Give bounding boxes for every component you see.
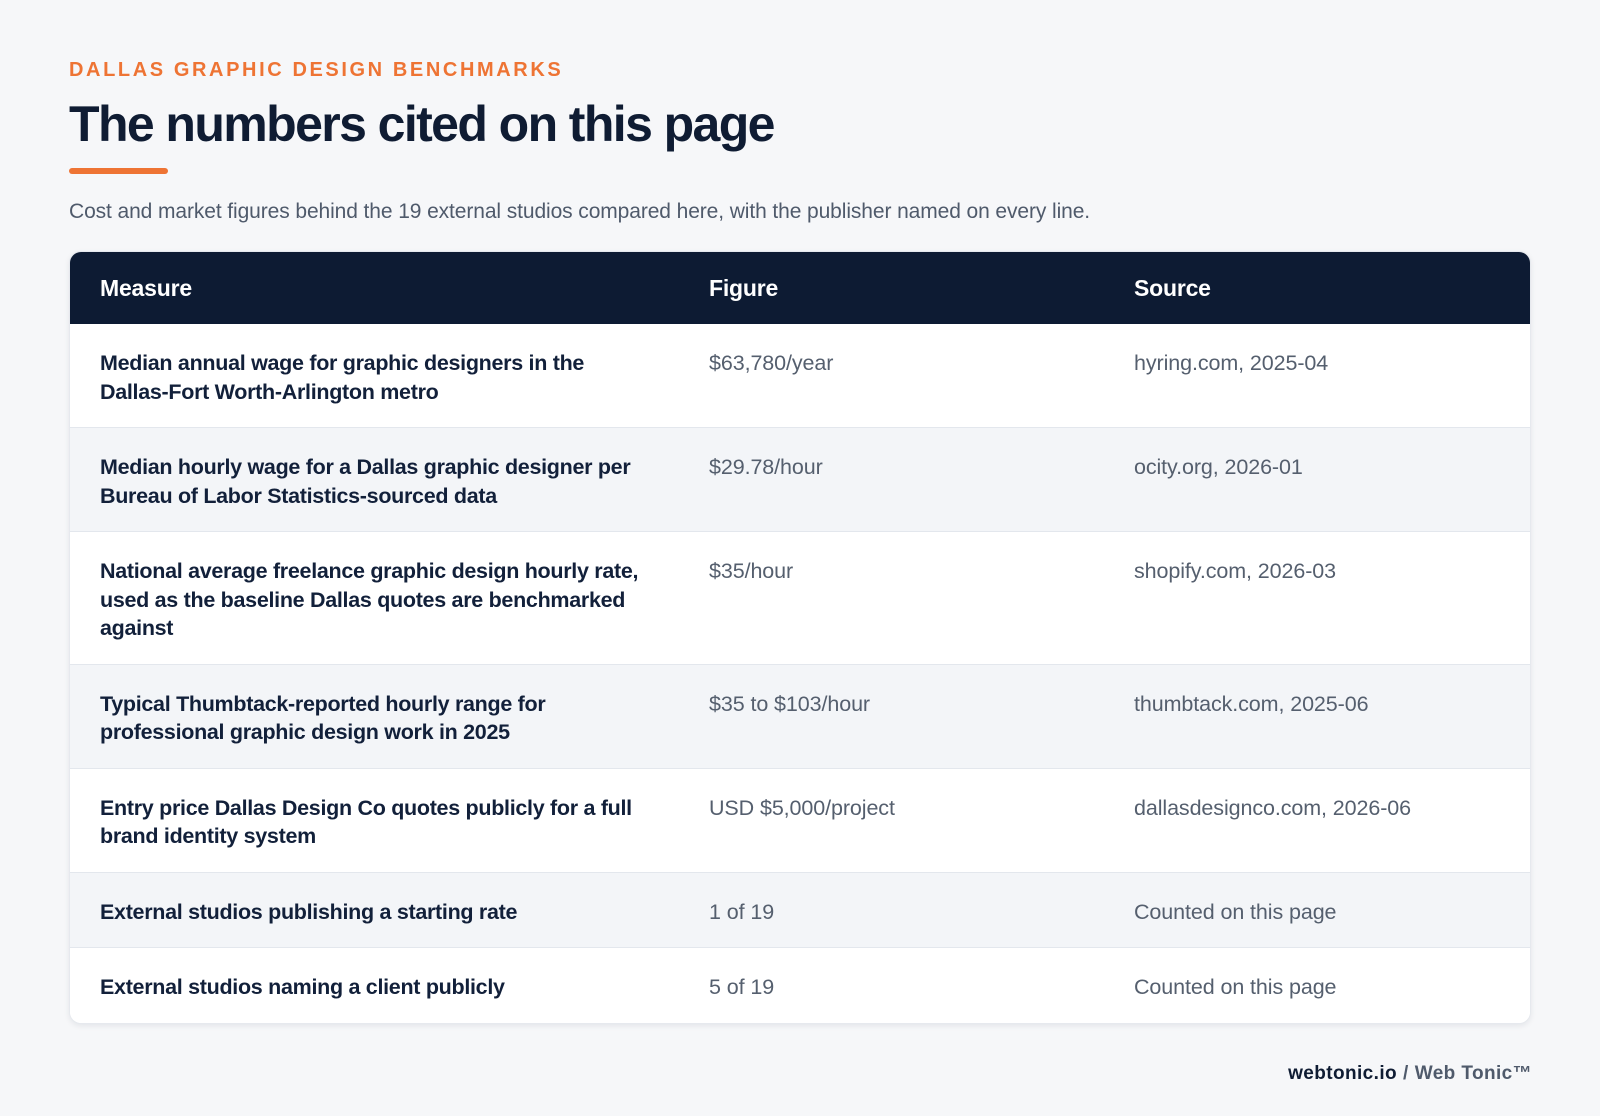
source-cell: ocity.org, 2026-01 (1134, 455, 1303, 479)
table-row: National average freelance graphic desig… (70, 531, 1530, 664)
source-cell: dallasdesignco.com, 2026-06 (1134, 795, 1411, 820)
figure-cell: $29.78/hour (709, 455, 823, 479)
table-row: External studios publishing a starting r… (70, 872, 1530, 948)
table-row: Typical Thumbtack-reported hourly range … (70, 664, 1530, 768)
table-row: Median annual wage for graphic designers… (70, 324, 1530, 428)
source-cell: Counted on this page (1134, 975, 1337, 999)
source-cell: thumbtack.com, 2025-06 (1134, 691, 1369, 716)
table-row: Median hourly wage for a Dallas graphic … (70, 427, 1530, 532)
figure-cell: $35/hour (709, 559, 794, 583)
measure-cell: External studios publishing a starting r… (100, 899, 518, 924)
benchmarks-table: Measure Figure Source Median annual wage… (70, 252, 1530, 1023)
footer-credit: webtonic.io / Web Tonic™ (1288, 1062, 1532, 1086)
table-header: Measure Figure Source (70, 252, 1530, 324)
benchmarks-table-card: Measure Figure Source Median annual wage… (69, 251, 1531, 1024)
eyebrow-label: DALLAS GRAPHIC DESIGN BENCHMARKS (69, 59, 564, 81)
measure-cell: Median annual wage for graphic designers… (100, 351, 585, 404)
footer-separator: / (1403, 1063, 1409, 1084)
table-row: Entry price Dallas Design Co quotes publ… (70, 768, 1530, 872)
page-content: DALLAS GRAPHIC DESIGN BENCHMARKS The num… (69, 58, 1531, 1024)
source-cell: hyring.com, 2025-04 (1134, 351, 1329, 375)
footer-site-link[interactable]: webtonic.io (1288, 1063, 1398, 1084)
column-header-figure: Figure (709, 274, 779, 301)
column-header-source: Source (1134, 274, 1211, 301)
title-accent-bar (69, 168, 168, 174)
measure-cell: National average freelance graphic desig… (100, 559, 639, 640)
figure-cell: USD $5,000/project (709, 795, 895, 820)
source-cell: Counted on this page (1134, 899, 1337, 924)
page-subtitle: Cost and market figures behind the 19 ex… (69, 200, 1091, 223)
figure-cell: $63,780/year (709, 351, 834, 375)
table-body: Median annual wage for graphic designers… (70, 324, 1530, 1023)
page-title: The numbers cited on this page (69, 96, 775, 152)
measure-cell: External studios naming a client publicl… (100, 975, 505, 999)
figure-cell: 1 of 19 (709, 899, 775, 924)
column-header-measure: Measure (100, 274, 192, 301)
figure-cell: $35 to $103/hour (709, 691, 870, 716)
table-header-row: Measure Figure Source (70, 252, 1530, 324)
footer-brand: Web Tonic™ (1414, 1063, 1532, 1084)
figure-cell: 5 of 19 (709, 975, 775, 999)
measure-cell: Typical Thumbtack-reported hourly range … (100, 691, 546, 745)
measure-cell: Entry price Dallas Design Co quotes publ… (100, 795, 632, 849)
source-cell: shopify.com, 2026-03 (1134, 559, 1336, 583)
measure-cell: Median hourly wage for a Dallas graphic … (100, 455, 631, 508)
table-row: External studios naming a client publicl… (70, 947, 1530, 1023)
